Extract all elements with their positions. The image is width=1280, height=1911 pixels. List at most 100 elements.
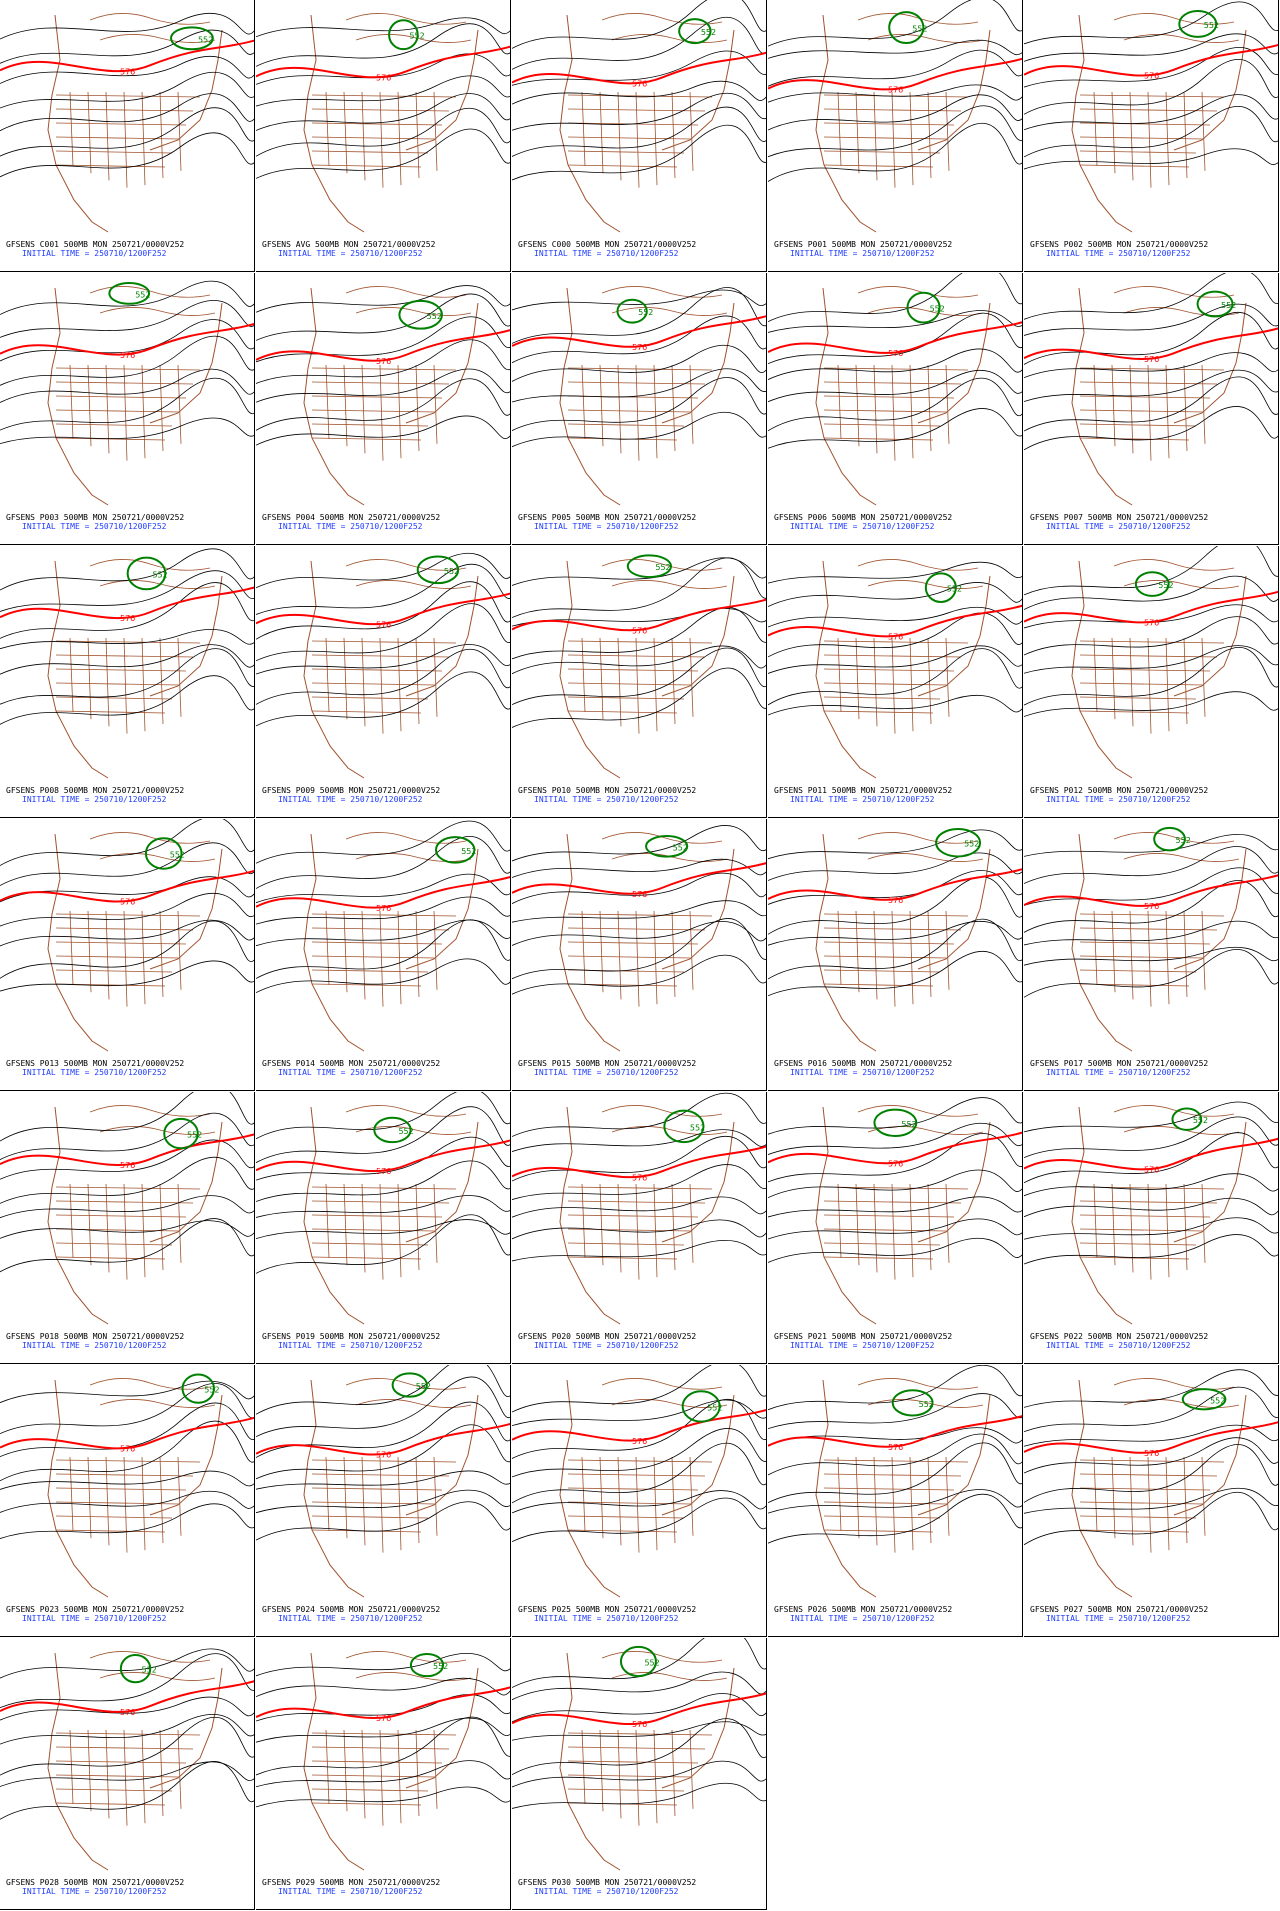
contour-576-line: [1024, 1137, 1278, 1171]
contour-label-576: 576: [632, 890, 647, 899]
height-contour-map: 576 552: [1024, 826, 1278, 1052]
ensemble-member-panel: 576 552 GFSENS P001 500MB MON 250721/0000V…: [768, 0, 1023, 272]
contour-label-552: 552: [1210, 1396, 1225, 1405]
ensemble-member-panel: 576 552 GFSENS P003 500MB MON 250721/0000V…: [0, 273, 255, 545]
contour-label-552: 552: [444, 567, 459, 576]
panel-initial-time: INITIAL TIME = 250710/1200F252: [1046, 795, 1191, 804]
geography-outline: [559, 1105, 735, 1325]
geography-outline: [303, 286, 479, 506]
ensemble-member-panel: 576 552 GFSENS P016 500MB MON 250721/0000V…: [768, 819, 1023, 1091]
contour-552-line: [619, 1645, 657, 1678]
ensemble-member-panel: 576 552 GFSENS P027 500MB MON 250721/0000V…: [1024, 1365, 1279, 1637]
geography-outline: [1071, 1378, 1247, 1598]
height-contour-map: 576 552: [256, 285, 510, 506]
contour-552-line: [388, 19, 419, 51]
ensemble-member-panel: 576 552 GFSENS P029 500MB MON 250721/0000V…: [256, 1638, 511, 1910]
panel-initial-time: INITIAL TIME = 250710/1200F252: [790, 1341, 935, 1350]
panel-caption: GFSENS C001 500MB MON 250721/0000V252: [6, 240, 185, 249]
height-contour-map: 576 552: [256, 1651, 510, 1871]
panel-initial-time: INITIAL TIME = 250710/1200F252: [22, 1614, 167, 1623]
contour-label-576: 576: [632, 80, 647, 89]
panel-initial-time: INITIAL TIME = 250710/1200F252: [534, 522, 679, 531]
contour-label-576: 576: [1144, 1449, 1159, 1458]
height-contours: [256, 285, 510, 446]
panel-initial-time: INITIAL TIME = 250710/1200F252: [278, 1068, 423, 1077]
contour-label-576: 576: [376, 1167, 391, 1176]
panel-caption: GFSENS P023 500MB MON 250721/0000V252: [6, 1605, 185, 1614]
ensemble-member-panel: 576 552 GFSENS P013 500MB MON 250721/0000V…: [0, 819, 255, 1091]
panel-caption: GFSENS P020 500MB MON 250721/0000V252: [518, 1332, 697, 1341]
contour-label-552: 552: [1176, 836, 1191, 845]
contour-576-line: [768, 1131, 1022, 1165]
contour-576-line: [1024, 327, 1278, 360]
height-contours: [768, 829, 1022, 997]
contour-576-line: [768, 868, 1022, 901]
contour-label-552: 552: [142, 1666, 157, 1675]
contour-576-line: [768, 604, 1022, 638]
height-contour-map: 576 552: [1024, 273, 1278, 506]
height-contours: [768, 0, 1022, 182]
contour-label-552: 552: [901, 1120, 916, 1129]
panel-initial-time: INITIAL TIME = 250710/1200F252: [534, 1068, 679, 1077]
contour-552-line: [935, 827, 982, 858]
contour-576-line: [512, 51, 766, 85]
panel-caption: GFSENS P021 500MB MON 250721/0000V252: [774, 1332, 953, 1341]
contour-label-552: 552: [416, 1382, 431, 1391]
ensemble-member-panel: 576 552 GFSENS P011 500MB MON 250721/0000V…: [768, 546, 1023, 818]
contour-552-line: [1178, 10, 1218, 38]
height-contour-map: 576 552: [256, 1365, 510, 1598]
contour-576-line: [0, 1133, 254, 1166]
ensemble-member-panel: 576 552 GFSENS P007 500MB MON 250721/0000V…: [1024, 273, 1279, 545]
contour-label-576: 576: [120, 351, 135, 360]
panel-initial-time: INITIAL TIME = 250710/1200F252: [1046, 1068, 1191, 1077]
panel-caption: GFSENS P022 500MB MON 250721/0000V252: [1030, 1332, 1209, 1341]
contour-552-line: [409, 1652, 445, 1678]
height-contour-map: 576 552: [768, 0, 1022, 233]
panel-initial-time: INITIAL TIME = 250710/1200F252: [1046, 522, 1191, 531]
contour-label-576: 576: [632, 1173, 647, 1182]
height-contours: [0, 819, 254, 992]
contour-576-line: [512, 1145, 766, 1179]
ensemble-member-panel: 576 552 GFSENS P005 500MB MON 250721/0000V…: [512, 273, 767, 545]
contour-label-576: 576: [632, 1437, 647, 1446]
panel-initial-time: INITIAL TIME = 250710/1200F252: [22, 1068, 167, 1077]
panel-initial-time: INITIAL TIME = 250710/1200F252: [22, 795, 167, 804]
panel-caption: GFSENS P010 500MB MON 250721/0000V252: [518, 786, 697, 795]
contour-label-576: 576: [1144, 1166, 1159, 1175]
ensemble-member-panel: 576 552 GFSENS P030 500MB MON 250721/0000V…: [512, 1638, 767, 1910]
geography-outline: [1071, 559, 1247, 779]
height-contours: [512, 0, 766, 181]
contour-552-line: [373, 1116, 412, 1144]
height-contours: [768, 1365, 1022, 1544]
contour-label-552: 552: [707, 1403, 722, 1412]
contour-label-576: 576: [376, 73, 391, 82]
contour-552-line: [1134, 571, 1170, 597]
height-contours: [512, 1092, 766, 1262]
ensemble-member-panel: 576 552 GFSENS P015 500MB MON 250721/0000V…: [512, 819, 767, 1091]
height-contour-map: 576 552: [512, 0, 766, 233]
height-contours: [512, 1638, 766, 1809]
geography-outline: [47, 1651, 223, 1871]
contour-576-line: [256, 1139, 510, 1173]
contour-552-line: [616, 298, 648, 324]
contour-576-line: [768, 57, 1022, 91]
height-contour-map: 576 552: [256, 820, 510, 1052]
contour-label-552: 552: [1204, 21, 1219, 30]
panel-caption: GFSENS P017 500MB MON 250721/0000V252: [1030, 1059, 1209, 1068]
contour-576-line: [0, 869, 254, 903]
contour-576-line: [1024, 874, 1278, 907]
panel-initial-time: INITIAL TIME = 250710/1200F252: [278, 249, 423, 258]
contour-label-576: 576: [376, 1714, 391, 1723]
height-contours: [512, 557, 766, 728]
panel-initial-time: INITIAL TIME = 250710/1200F252: [278, 1614, 423, 1623]
geography-outline: [303, 1105, 479, 1325]
contour-label-552: 552: [1221, 301, 1236, 310]
contour-label-576: 576: [120, 1445, 135, 1454]
contour-label-552: 552: [204, 1386, 219, 1395]
contour-552-line: [873, 1108, 918, 1137]
geography-outline: [1071, 832, 1247, 1052]
height-contour-map: 576 552: [512, 1092, 766, 1325]
contour-552-line: [663, 1109, 705, 1144]
panel-initial-time: INITIAL TIME = 250710/1200F252: [534, 249, 679, 258]
panel-initial-time: INITIAL TIME = 250710/1200F252: [22, 249, 167, 258]
